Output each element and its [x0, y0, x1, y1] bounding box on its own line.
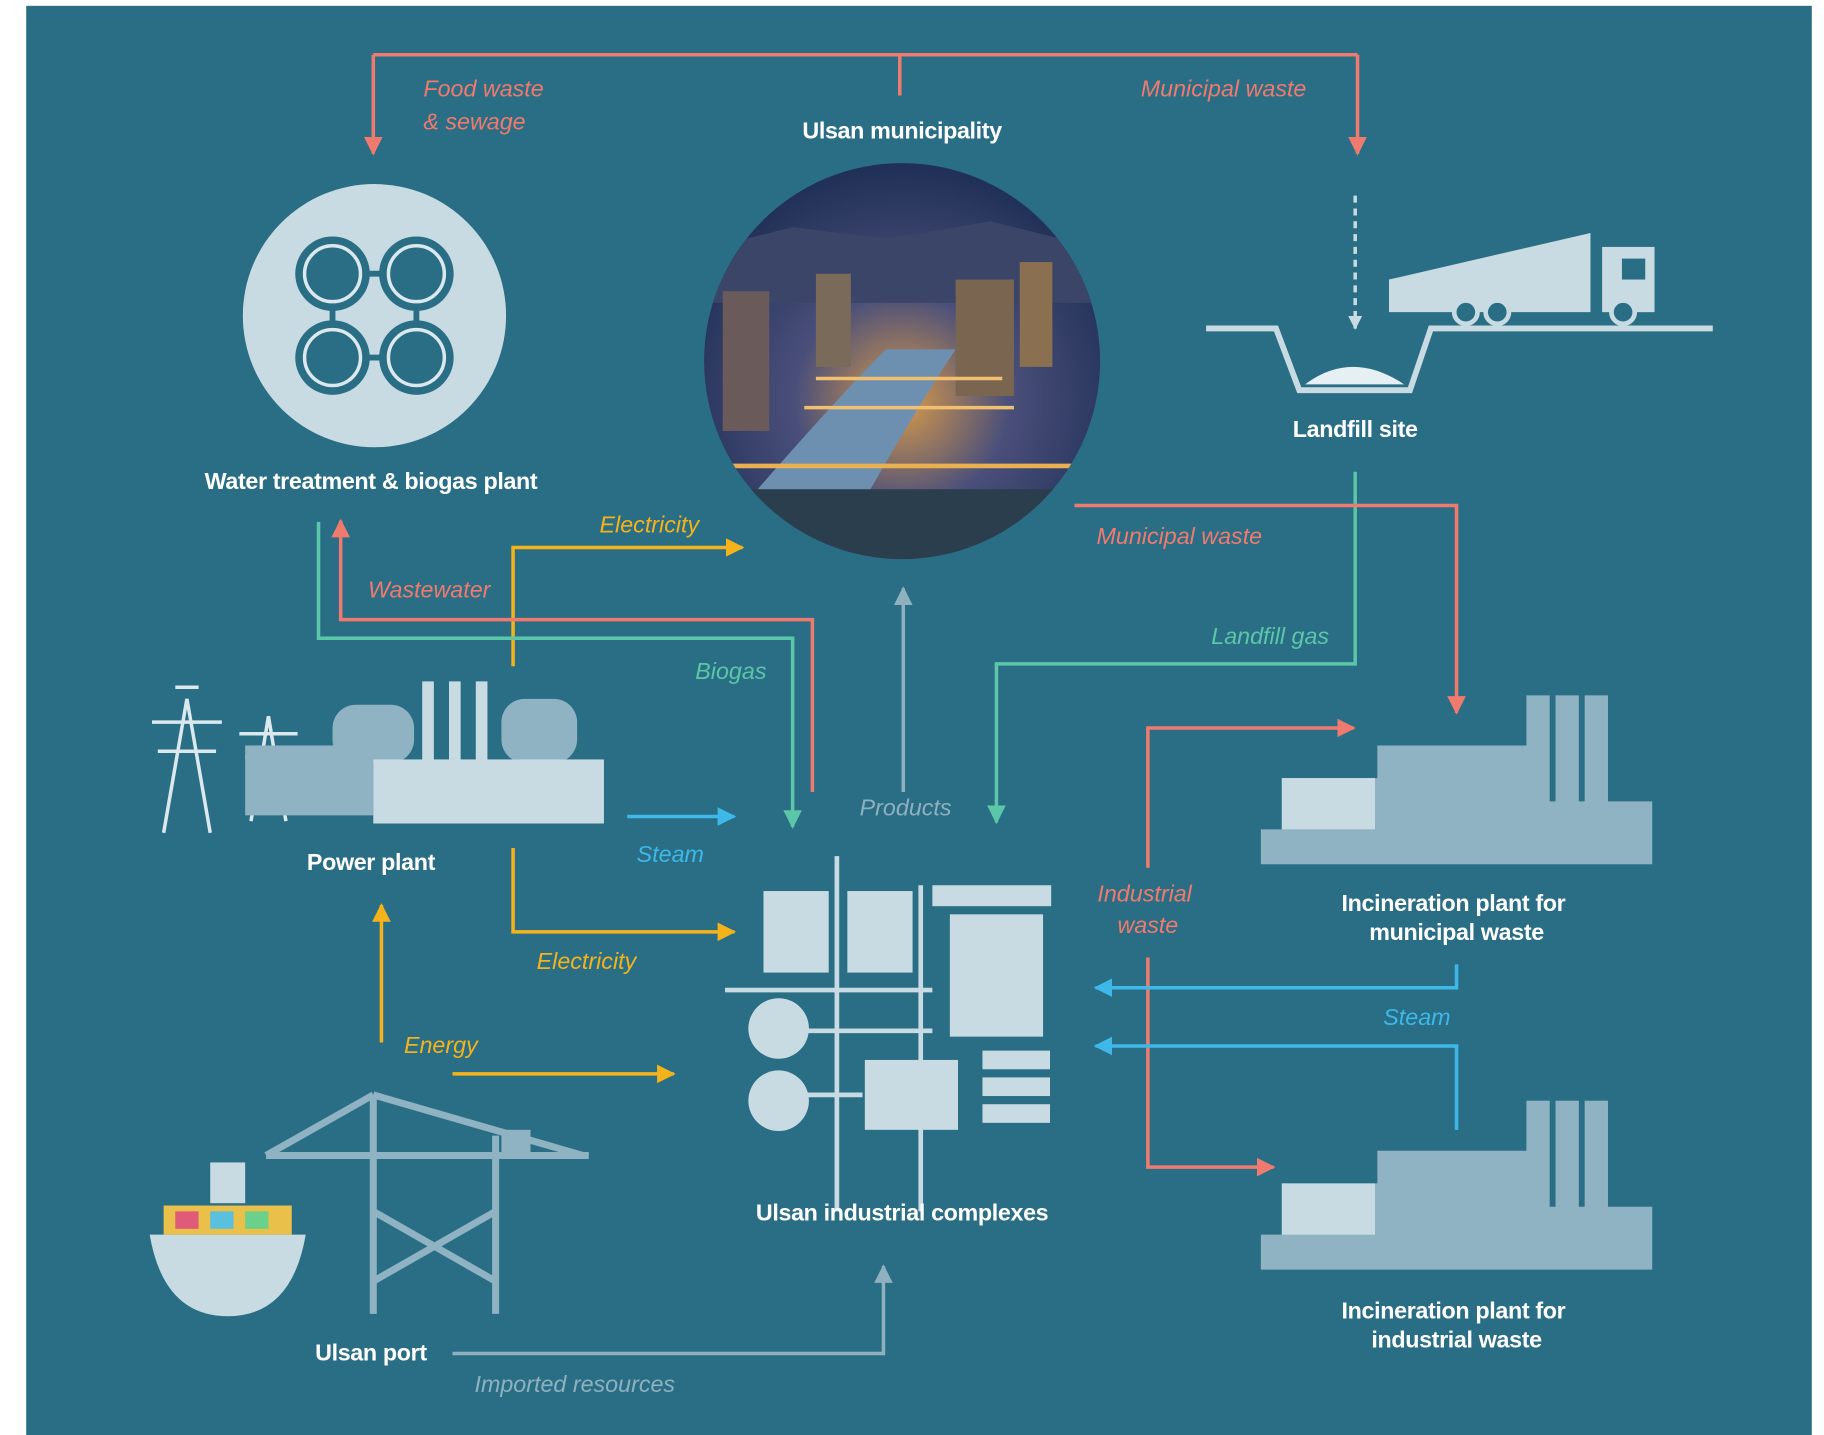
landfill-icon-rect — [1622, 259, 1645, 280]
water-plant-icon-circle — [243, 184, 506, 447]
port-icon-rect — [501, 1130, 530, 1153]
flow-label: Landfill gas — [1211, 623, 1329, 649]
label-line: municipal waste — [1369, 919, 1544, 945]
landfill-icon-circle — [1611, 301, 1634, 324]
industrial-icon-rect — [932, 885, 1051, 906]
label-line: Incineration plant for — [1342, 1298, 1566, 1324]
water-plant-icon-circle — [379, 236, 454, 311]
label-line: Incineration plant for — [1342, 890, 1566, 916]
label-line: Industrial — [1097, 881, 1192, 907]
node-label: Power plant — [307, 849, 436, 875]
industrial-icon-circle — [748, 1070, 809, 1131]
page: Ulsan municipality Water treatment & bio… — [0, 0, 1824, 1435]
flow-label: Municipal waste — [1096, 523, 1262, 549]
flow-label: Wastewater — [368, 577, 492, 603]
node-label: Ulsan industrial complexes — [756, 1200, 1048, 1226]
incinerator-municipal-icon-rect — [1585, 695, 1608, 806]
label-line: industrial waste — [1371, 1327, 1542, 1353]
power-plant-icon-rect — [373, 759, 604, 823]
industrial-icon-rect — [847, 891, 912, 973]
node-label: Ulsan port — [315, 1339, 427, 1365]
industrial-icon-rect — [763, 891, 828, 973]
landfill-icon-circle — [1454, 301, 1477, 324]
city-image-g-rect — [723, 291, 770, 431]
incinerator-industrial-icon-rect — [1556, 1101, 1579, 1212]
node-label: Landfill site — [1293, 416, 1418, 442]
power-plant-icon-rect — [333, 705, 415, 763]
power-plant-icon-rect — [449, 681, 461, 763]
incinerator-municipal-icon-rect — [1556, 695, 1579, 806]
industrial-icon-rect — [865, 1060, 958, 1130]
landfill-icon-circle — [1486, 301, 1509, 324]
flow-label: Electricity — [600, 511, 701, 537]
flow-label: Products — [860, 794, 952, 820]
incinerator-industrial-icon-rect — [1282, 1183, 1375, 1234]
industrial-icon-rect — [950, 914, 1043, 1036]
water-plant-icon — [243, 184, 506, 447]
flow-label: Steam — [637, 841, 704, 867]
water-plant-icon-circle — [379, 320, 454, 395]
flow-label: Imported resources — [475, 1371, 676, 1397]
city-image-g-rect — [1020, 262, 1053, 367]
power-plant-icon-rect — [501, 699, 577, 763]
power-plant-icon-rect — [476, 681, 488, 763]
industrial-icon-circle — [748, 998, 809, 1059]
power-plant-icon-rect — [422, 681, 434, 763]
label-line: & sewage — [423, 108, 525, 134]
flow-label: Electricity — [537, 948, 638, 974]
flow-label: Steam — [1383, 1004, 1450, 1030]
industrial-icon-rect — [982, 1051, 1050, 1070]
water-plant-icon-circle — [295, 320, 370, 395]
water-plant-icon-circle — [295, 236, 370, 311]
diagram: Ulsan municipality Water treatment & bio… — [0, 0, 1824, 1435]
incinerator-municipal-icon-rect — [1282, 778, 1375, 829]
port-icon-rect — [210, 1162, 245, 1203]
node-label: Ulsan municipality — [802, 118, 1002, 144]
port-icon-rect — [210, 1211, 233, 1228]
industrial-icon-rect — [982, 1077, 1050, 1096]
port-icon-rect — [245, 1211, 268, 1228]
incinerator-industrial-icon-rect — [1585, 1101, 1608, 1212]
flow-label: Energy — [404, 1032, 479, 1058]
city-image-g-rect — [816, 274, 851, 367]
industrial-icon-rect — [982, 1104, 1050, 1123]
port-icon-rect — [175, 1211, 198, 1228]
label-line: waste — [1117, 912, 1178, 938]
flow-label: Biogas — [695, 658, 767, 684]
flow-label: Municipal waste — [1141, 76, 1307, 102]
node-label: Water treatment & biogas plant — [205, 468, 538, 494]
label-line: Food waste — [423, 76, 543, 102]
